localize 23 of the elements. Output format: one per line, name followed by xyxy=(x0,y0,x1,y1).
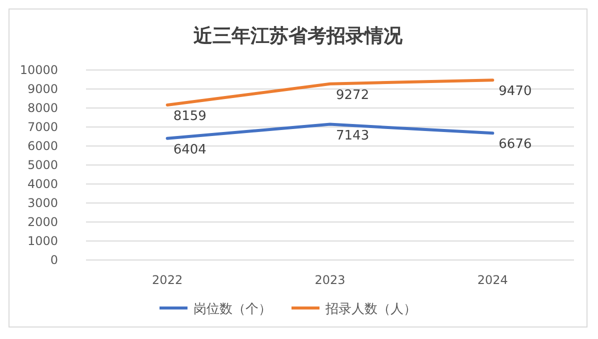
y-tick-label: 10000 xyxy=(20,63,58,77)
y-tick-label: 1000 xyxy=(27,234,58,248)
legend-label: 招录人数（人） xyxy=(324,302,416,317)
y-tick-label: 9000 xyxy=(27,82,58,96)
y-tick-label: 7000 xyxy=(27,120,58,134)
y-tick-label: 0 xyxy=(50,253,58,267)
data-label: 6404 xyxy=(173,142,206,158)
y-tick-label: 8000 xyxy=(27,101,58,115)
x-tick-label: 2022 xyxy=(152,273,183,287)
y-tick-label: 6000 xyxy=(27,139,58,153)
y-tick-label: 5000 xyxy=(27,158,58,172)
y-tick-label: 4000 xyxy=(27,177,58,191)
data-label: 9470 xyxy=(498,84,532,100)
y-tick-label: 2000 xyxy=(27,215,58,229)
x-tick-label: 2023 xyxy=(314,273,346,287)
data-label: 9272 xyxy=(336,88,370,103)
legend-label: 岗位数（个） xyxy=(194,302,272,317)
x-tick-label: 2024 xyxy=(477,273,508,287)
chart-title: 近三年江苏省考招录情况 xyxy=(192,25,404,47)
y-tick-label: 3000 xyxy=(27,196,58,210)
data-label: 6676 xyxy=(498,137,532,152)
data-label: 7143 xyxy=(336,128,370,144)
data-label: 8159 xyxy=(173,108,206,124)
